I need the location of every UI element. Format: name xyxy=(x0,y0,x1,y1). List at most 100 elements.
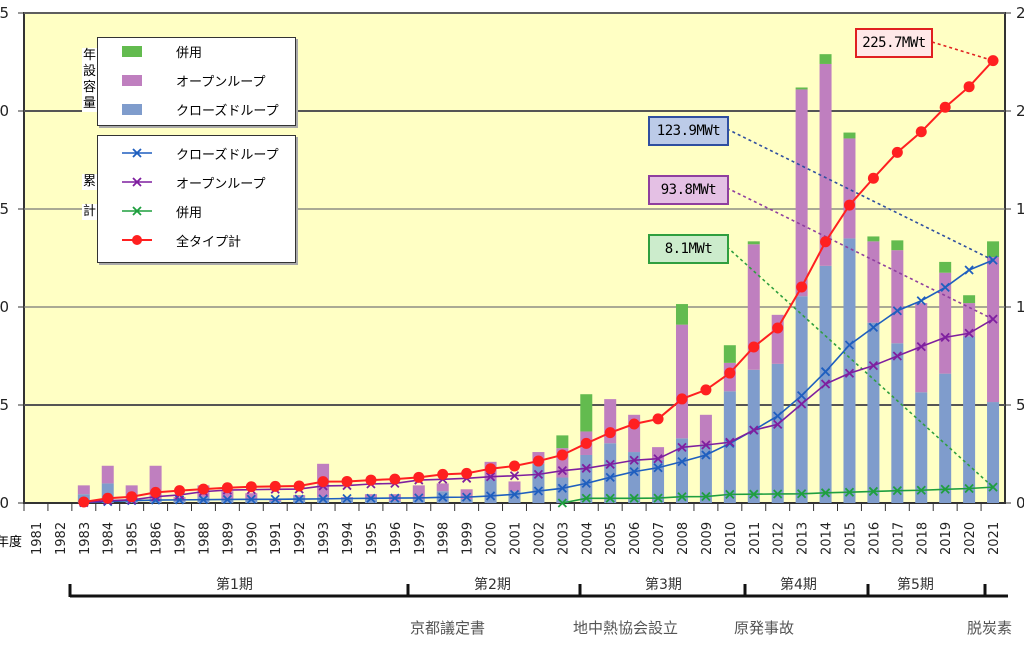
event-nuclear-accident: 原発事故 xyxy=(734,619,795,637)
x-tick-label: 1985 xyxy=(126,522,141,555)
bar-combined xyxy=(580,394,593,432)
y-tick-label-left: 5 xyxy=(0,396,9,414)
legend-swatch xyxy=(122,103,142,115)
event-kyoto-protocol: 京都議定書 xyxy=(410,619,486,637)
point-cumulative-open xyxy=(509,471,520,481)
bar-closed-loop xyxy=(269,501,282,503)
point-cumulative-total xyxy=(532,455,544,467)
y-tick-label-right: 150 xyxy=(1016,200,1024,218)
x-tick-label: 1992 xyxy=(293,522,308,555)
point-cumulative-open xyxy=(988,314,998,324)
annotation-leader xyxy=(931,41,994,62)
x-tick-label: 1988 xyxy=(197,522,212,555)
point-cumulative-closed xyxy=(318,494,328,504)
point-cumulative-total xyxy=(604,427,616,439)
legend-swatch xyxy=(122,74,142,86)
bar-combined xyxy=(891,240,904,251)
point-cumulative-total xyxy=(820,236,832,248)
point-cumulative-total xyxy=(891,146,903,158)
point-cumulative-closed xyxy=(796,390,807,401)
point-cumulative-open xyxy=(629,455,639,465)
point-cumulative-combined xyxy=(940,484,950,494)
x-marker-icon xyxy=(122,206,152,216)
point-cumulative-combined xyxy=(796,489,807,499)
point-cumulative-combined xyxy=(868,486,879,497)
point-cumulative-total xyxy=(126,491,138,503)
point-cumulative-total xyxy=(341,475,353,487)
point-cumulative-closed xyxy=(366,493,376,503)
point-cumulative-total xyxy=(197,483,209,495)
bar-open-loop xyxy=(795,89,808,297)
annotation-leader xyxy=(726,187,994,320)
bar-open-loop xyxy=(508,481,521,492)
point-cumulative-combined xyxy=(605,493,615,503)
point-cumulative-combined xyxy=(892,486,902,496)
x-tick-label: 1995 xyxy=(365,522,380,555)
bar-closed-loop xyxy=(173,501,186,503)
bar-open-loop xyxy=(221,491,234,500)
y-tick-label-right: 50 xyxy=(1016,396,1024,414)
y-tick-label-left: 10 xyxy=(0,298,9,316)
point-cumulative-closed xyxy=(462,492,472,502)
bar-open-loop xyxy=(867,241,880,323)
legend-cumulative-title-1: 累 xyxy=(82,174,97,190)
point-cumulative-open xyxy=(677,442,687,452)
x-tick-label: 2017 xyxy=(891,522,906,555)
point-cumulative-open xyxy=(964,328,974,338)
point-cumulative-closed xyxy=(868,322,879,333)
legend-item-closed-cum: クローズドループ xyxy=(122,144,279,163)
point-cumulative-open xyxy=(653,454,663,464)
period-4: 第4期 xyxy=(780,577,817,593)
point-cumulative-total xyxy=(461,467,473,479)
point-cumulative-combined xyxy=(701,491,711,502)
x-tick-label: 2012 xyxy=(772,522,787,555)
point-cumulative-open xyxy=(796,399,807,409)
legend-label: オープンループ xyxy=(176,74,266,90)
point-cumulative-total xyxy=(796,281,808,293)
point-cumulative-closed xyxy=(533,486,544,496)
bar-open-loop xyxy=(699,414,712,445)
point-cumulative-closed xyxy=(414,493,424,503)
point-cumulative-total xyxy=(437,468,449,480)
x-tick-label: 2015 xyxy=(843,522,858,555)
legend-cumulative: 累 計 クローズドループ オープンループ 併用 全タイプ計 xyxy=(82,135,296,263)
point-cumulative-closed xyxy=(246,494,256,504)
point-cumulative-total xyxy=(78,496,90,508)
point-cumulative-closed xyxy=(509,489,520,500)
point-cumulative-total xyxy=(413,471,425,483)
x-tick-label: 2018 xyxy=(915,522,930,555)
bar-open-loop xyxy=(293,495,306,498)
point-cumulative-total xyxy=(939,101,951,113)
bar-closed-loop xyxy=(412,499,425,503)
x-tick-label: 1993 xyxy=(317,522,332,555)
point-cumulative-closed xyxy=(701,450,711,460)
bar-open-loop xyxy=(939,272,952,374)
point-cumulative-total xyxy=(963,81,975,93)
bar-combined xyxy=(819,54,832,64)
bar-closed-loop xyxy=(915,392,928,503)
point-cumulative-total xyxy=(628,418,640,430)
x-tick-label: 2010 xyxy=(724,522,739,555)
bar-closed-loop xyxy=(747,369,760,503)
bar-closed-loop xyxy=(939,373,952,503)
x-axis-label: 年度 xyxy=(0,535,23,550)
y-tick-label-left: 25 xyxy=(0,4,9,22)
point-cumulative-closed xyxy=(964,265,974,275)
bar-combined xyxy=(963,295,976,304)
point-cumulative-total xyxy=(748,341,760,353)
circle-marker-icon xyxy=(122,235,152,245)
bar-open-loop xyxy=(364,494,377,500)
point-cumulative-total xyxy=(293,480,305,492)
bar-closed-loop xyxy=(795,296,808,503)
y-tick-label-right: 0 xyxy=(1016,494,1024,512)
x-tick-label: 2006 xyxy=(628,522,643,555)
point-cumulative-total xyxy=(317,476,329,488)
legend-annual: 年設容量 併用 オープンループ クローズドループ xyxy=(82,37,296,126)
point-cumulative-open xyxy=(485,472,496,482)
legend-label: 併用 xyxy=(176,45,203,61)
bar-closed-loop xyxy=(723,391,736,503)
x-tick-label: 2000 xyxy=(485,522,500,555)
bar-closed-loop xyxy=(364,499,377,503)
bar-open-loop xyxy=(843,138,856,239)
point-cumulative-closed xyxy=(294,494,304,504)
